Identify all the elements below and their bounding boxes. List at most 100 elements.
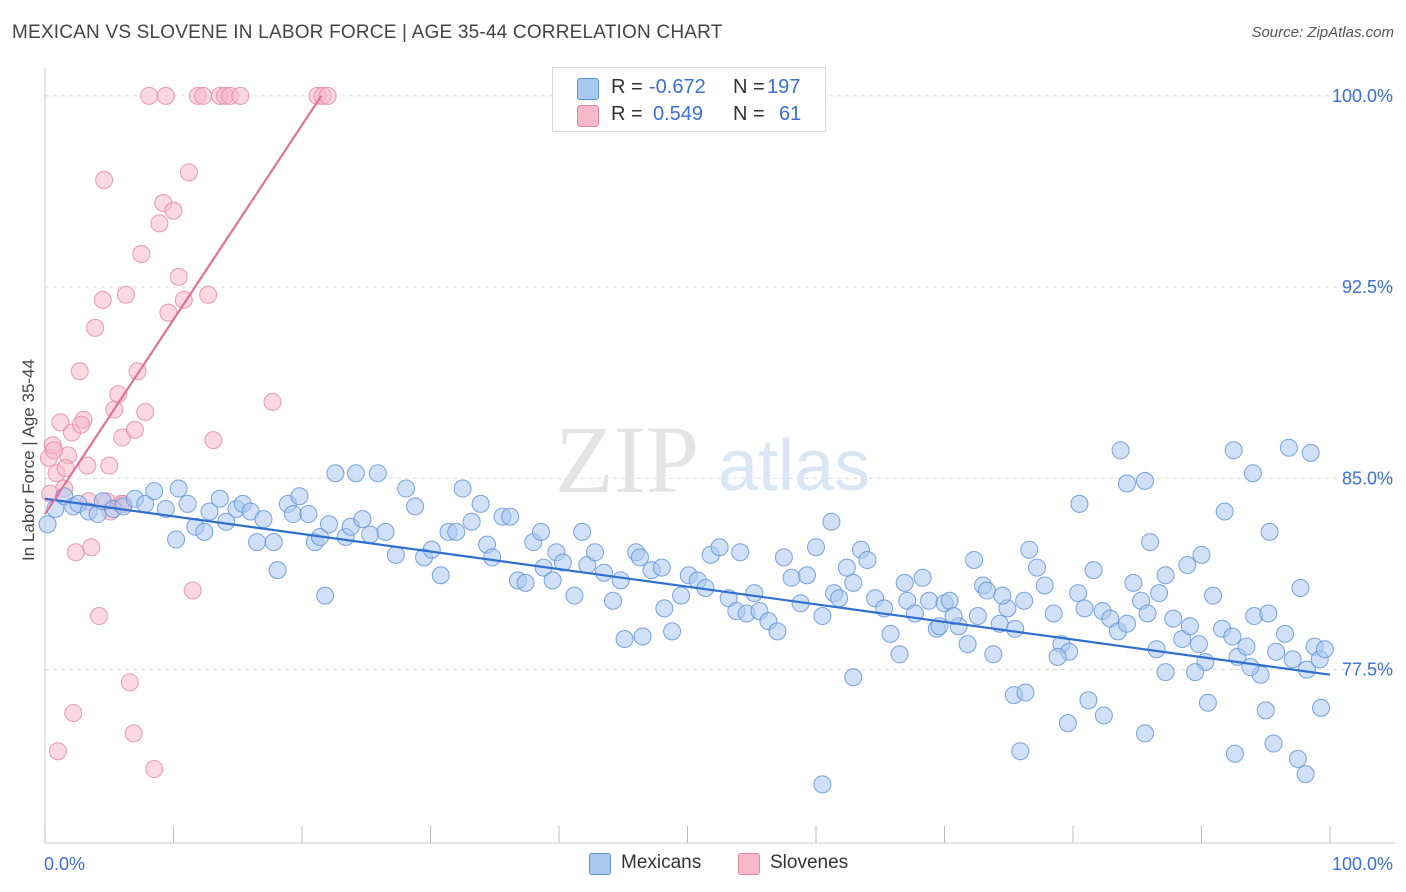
- legend-n-value: 61: [779, 103, 802, 125]
- mexican-point: [1260, 522, 1279, 541]
- legend-n-value: 197: [767, 76, 801, 98]
- legend-r-label: R =: [611, 103, 643, 125]
- mexican-point: [501, 507, 520, 526]
- slovene-point: [125, 420, 144, 439]
- mexican-point: [1178, 556, 1197, 575]
- mexican-point: [993, 586, 1012, 605]
- slovene-point: [51, 413, 70, 432]
- mexican-point: [1241, 658, 1260, 677]
- mexican-point: [1224, 441, 1243, 460]
- mexican-point: [1058, 714, 1077, 733]
- legend-r-label: R =: [611, 76, 643, 98]
- mexican-point: [1312, 698, 1331, 717]
- mexican-point: [984, 645, 1003, 664]
- legend-n-label: N =: [733, 103, 765, 125]
- mexican-point: [965, 550, 984, 569]
- mexican-point: [453, 479, 472, 498]
- mexican-point: [615, 630, 634, 648]
- mexican-point: [663, 622, 682, 641]
- mexican-point: [284, 505, 303, 524]
- mexican-point: [1243, 464, 1262, 483]
- slovene-point: [179, 163, 198, 182]
- mexican-point: [1283, 650, 1302, 669]
- slovene-point: [124, 724, 143, 743]
- mexican-point: [1006, 619, 1025, 638]
- mexican-point: [1315, 640, 1334, 659]
- chart-title: MEXICAN VS SLOVENE IN LABOR FORCE | AGE …: [12, 22, 723, 43]
- slovene-point: [86, 318, 105, 337]
- slovene-point: [78, 456, 97, 475]
- mexican-point: [603, 591, 622, 610]
- mexican-point: [1035, 576, 1054, 595]
- trend-layer: [44, 95, 1331, 676]
- mexican-point: [830, 589, 849, 608]
- mexican-point: [299, 505, 318, 524]
- mexican-point: [822, 512, 841, 531]
- slovene-point: [183, 581, 202, 600]
- slovene-point: [120, 673, 139, 692]
- mexican-point: [167, 530, 186, 549]
- mexican-point: [1267, 642, 1286, 661]
- legend-r-value: 0.549: [653, 103, 704, 125]
- y-tick-label: 85.0%: [1342, 468, 1393, 488]
- slovene-point: [136, 403, 155, 422]
- mexican-point: [361, 525, 380, 544]
- slovene-point: [64, 703, 83, 722]
- slovene-point: [44, 441, 63, 460]
- mexican-point: [774, 548, 793, 567]
- mexican-point: [782, 568, 801, 587]
- mexican-point: [1279, 438, 1298, 457]
- mexican-point: [210, 489, 229, 508]
- mexican-point: [553, 553, 572, 572]
- mexican-point: [731, 543, 750, 562]
- y-tick-label: 92.5%: [1342, 277, 1393, 297]
- mexican-point: [920, 591, 939, 610]
- mexican-point: [611, 571, 630, 590]
- mexican-point: [422, 540, 441, 559]
- mexican-point: [630, 548, 649, 567]
- mexican-point: [38, 515, 57, 534]
- mexican-point: [594, 563, 613, 582]
- mexican-point: [858, 550, 877, 569]
- mexican-point: [326, 464, 345, 483]
- mexican-point: [264, 533, 283, 552]
- mexican-point: [431, 566, 450, 585]
- legend-row-mexicans: R = -0.672 N = 197: [553, 74, 825, 101]
- mexican-point: [169, 479, 188, 498]
- mexican-point: [813, 607, 832, 626]
- slovene-point: [66, 543, 85, 562]
- mexican-point: [532, 522, 551, 541]
- mexican-point: [745, 584, 764, 603]
- mexican-point: [178, 494, 197, 513]
- mexican-point: [397, 479, 416, 498]
- mexican-point: [316, 586, 335, 605]
- legend-r-value: -0.672: [649, 76, 706, 98]
- mexican-point: [585, 543, 604, 562]
- slovene-point: [100, 456, 119, 475]
- slovenes-trend-line: [44, 95, 323, 515]
- slovene-point: [204, 431, 223, 450]
- slovene-point: [194, 86, 213, 105]
- mexican-point: [710, 538, 729, 557]
- mexican-point: [462, 512, 481, 531]
- mexican-point: [655, 599, 674, 618]
- mexican-point: [798, 566, 817, 585]
- slovene-point: [318, 86, 337, 105]
- slovenes-points: [39, 86, 337, 779]
- mexicans-points: [38, 438, 1334, 794]
- x-tick-label: 100.0%: [1332, 854, 1393, 874]
- mexican-point: [1296, 765, 1315, 784]
- mexican-point: [940, 591, 959, 610]
- source-label: Source: ZipAtlas.com: [1251, 24, 1394, 41]
- mexican-point: [1070, 494, 1089, 513]
- mexican-point: [968, 607, 987, 626]
- mexican-point: [516, 573, 535, 592]
- mexican-point: [376, 522, 395, 541]
- mexican-point: [1164, 609, 1183, 628]
- mexican-point: [1198, 693, 1217, 712]
- slovene-point: [70, 362, 89, 381]
- mexican-point: [837, 558, 856, 577]
- y-tick-label: 77.5%: [1342, 660, 1393, 680]
- slovene-point: [82, 538, 101, 557]
